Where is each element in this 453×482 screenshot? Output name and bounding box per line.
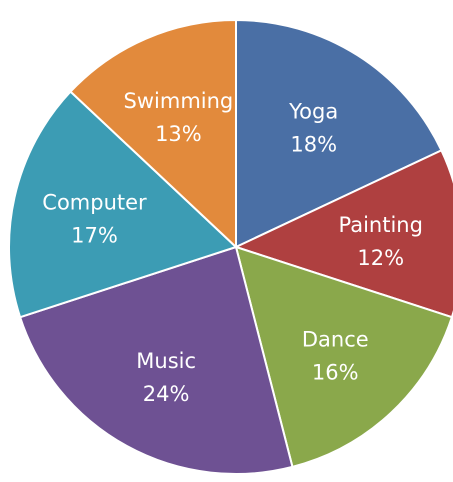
pie-value-label: 17% [71, 223, 118, 247]
pie-label-yoga: Yoga 18% [288, 100, 338, 157]
pie-value-label: 18% [290, 133, 337, 157]
pie-slice-painting [235, 149, 453, 319]
pie-slice-computer [8, 90, 237, 319]
pie-value-label: 24% [143, 382, 190, 406]
pie-value-label: 16% [312, 361, 359, 385]
pie-slice-swimming [69, 19, 237, 248]
pie-category-label: Dance [302, 328, 369, 352]
pie-category-label: Computer [42, 190, 147, 214]
pie-value-label: 13% [155, 122, 202, 146]
pie-slice-music [19, 246, 294, 475]
pie-category-label: Swimming [124, 89, 234, 113]
pie-label-dance: Dance 16% [302, 328, 369, 385]
pie-category-label: Music [136, 349, 196, 373]
pie-slices [8, 19, 453, 475]
pie-slice-yoga [235, 19, 443, 248]
pie-label-music: Music 24% [136, 349, 196, 406]
pie-category-label: Yoga [288, 100, 338, 124]
pie-label-computer: Computer 17% [42, 190, 147, 247]
pie-category-label: Painting [338, 213, 422, 237]
pie-label-painting: Painting 12% [338, 213, 422, 270]
pie-slice-dance [235, 246, 453, 468]
pie-value-label: 12% [357, 246, 404, 270]
pie-label-swimming: Swimming 13% [124, 89, 234, 146]
pie-labels: Yoga 18% Painting 12% Dance 16% Music 24% Comput… [42, 89, 423, 406]
